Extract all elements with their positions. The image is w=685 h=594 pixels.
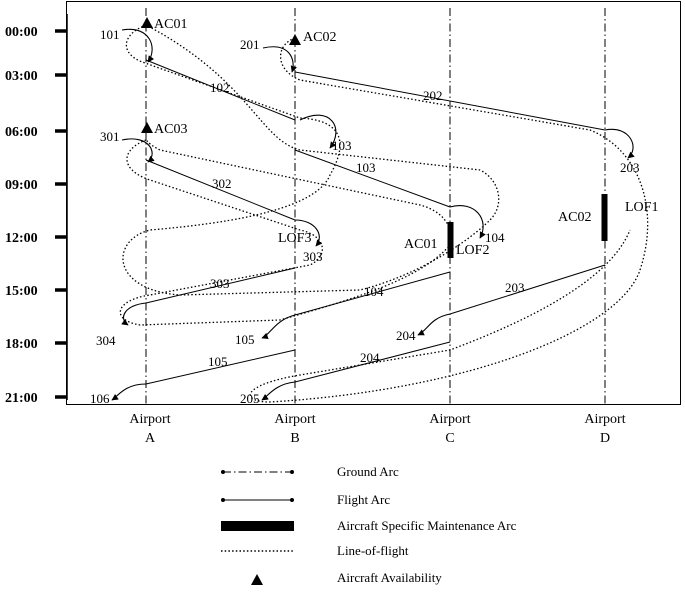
lof-label: LOF1 xyxy=(625,200,658,215)
connection-label: 204 xyxy=(396,328,416,343)
flight-label-105: 105 xyxy=(208,354,228,369)
connection-arrow-104 xyxy=(449,205,486,239)
aircraft-label: AC01 xyxy=(154,17,187,32)
aircraft-label: AC03 xyxy=(154,122,187,137)
legend-label: Line-of-flight xyxy=(337,543,409,558)
flight-arc-204 xyxy=(294,341,451,383)
flight-label-102: 102 xyxy=(210,80,230,95)
triangle-icon xyxy=(251,574,263,585)
lof-label: LOF3 xyxy=(278,231,311,246)
time-label: 12:00 xyxy=(5,231,38,246)
maintenance-arc-d xyxy=(601,194,608,241)
connection-label: 303 xyxy=(303,249,323,264)
connection-arrow-304 xyxy=(121,302,147,326)
availability-ac01: AC01 xyxy=(141,17,187,32)
legend-item-maintenance-arc: Aircraft Specific Maintenance Arc xyxy=(221,518,517,533)
flight-arc-203 xyxy=(449,264,606,315)
airport-label-word: Airport xyxy=(584,412,625,427)
availability-ac02: AC02 xyxy=(289,30,336,45)
connection-arrow-204 xyxy=(417,313,451,336)
time-label: 03:00 xyxy=(5,69,38,84)
time-label: 18:00 xyxy=(5,337,38,352)
airport-label-letter: B xyxy=(290,431,299,446)
lof-start-label: 301 xyxy=(100,129,120,144)
flight-arc-104 xyxy=(294,271,451,316)
connection-arrow-101 xyxy=(121,28,155,63)
flight-label-204: 204 xyxy=(360,350,380,365)
connection-arrow-103 xyxy=(299,114,337,149)
airport-label-letter: C xyxy=(445,431,454,446)
connection-arrow-105 xyxy=(261,314,296,339)
lof-start-label: 101 xyxy=(100,27,120,42)
maintenance-aircraft-label: AC01 xyxy=(404,237,437,252)
connection-label: 106 xyxy=(90,391,110,406)
time-label: 06:00 xyxy=(5,125,38,140)
line-of-flight-ac03 xyxy=(119,139,452,326)
connection-label: 104 xyxy=(485,230,505,245)
flight-arc-103 xyxy=(294,149,451,208)
time-tick: 12:00 xyxy=(5,231,67,246)
flight-label-104: 104 xyxy=(364,284,384,299)
maintenance-aircraft-label: AC02 xyxy=(558,210,591,225)
airport-label-word: Airport xyxy=(429,412,470,427)
flight-label-302: 302 xyxy=(212,176,232,191)
flight-label-103: 103 xyxy=(356,160,376,175)
airport-label-word: Airport xyxy=(129,412,170,427)
airport-label-letter: A xyxy=(145,431,156,446)
connection-arrow-201 xyxy=(262,46,298,73)
airport-label-letter: D xyxy=(600,431,610,446)
time-axis: 00:00 03:00 06:00 09:00 12:00 15:00 18:0… xyxy=(5,14,68,406)
time-tick: 06:00 xyxy=(5,125,67,140)
time-tick: 03:00 xyxy=(5,69,67,84)
legend-item-flight-arc: Flight Arc xyxy=(221,492,390,507)
legend-item-line-of-flight: Line-of-flight xyxy=(221,543,409,558)
legend: Ground Arc Flight Arc Aircraft Specific … xyxy=(221,464,517,585)
connection-label: 203 xyxy=(620,160,640,175)
flight-label-202: 202 xyxy=(423,88,443,103)
legend-label: Ground Arc xyxy=(337,464,399,479)
time-tick: 09:00 xyxy=(5,178,67,193)
time-tick: 00:00 xyxy=(5,25,67,40)
flight-label-303: 303 xyxy=(210,276,230,291)
connection-label: 105 xyxy=(235,332,255,347)
time-tick: 21:00 xyxy=(5,391,67,406)
connection-label: 304 xyxy=(96,333,116,348)
flight-label-203: 203 xyxy=(505,280,525,295)
flight-arc-303 xyxy=(145,267,296,304)
time-tick: 18:00 xyxy=(5,337,67,352)
time-tick: 15:00 xyxy=(5,284,67,299)
time-label: 15:00 xyxy=(5,284,38,299)
time-label: 00:00 xyxy=(5,25,38,40)
flight-arc-202 xyxy=(294,71,606,131)
connection-label: 205 xyxy=(240,391,260,406)
flight-arc-105 xyxy=(145,349,296,385)
connection-arrow-301 xyxy=(121,138,155,163)
availability-ac03: AC03 xyxy=(141,122,187,137)
connection-label: 103 xyxy=(332,138,352,153)
time-label: 21:00 xyxy=(5,391,38,406)
connection-arrow-106 xyxy=(111,383,147,401)
connection-arrow-203 xyxy=(604,128,635,159)
time-label: 09:00 xyxy=(5,178,38,193)
lof-label: LOF2 xyxy=(456,243,489,258)
aircraft-label: AC02 xyxy=(303,30,336,45)
connection-arrow-303 xyxy=(294,219,323,247)
legend-label: Aircraft Specific Maintenance Arc xyxy=(337,518,517,533)
legend-label: Aircraft Availability xyxy=(337,570,442,585)
flight-arc-302 xyxy=(145,159,296,221)
connection-arrow-205 xyxy=(261,381,296,401)
airport-label-word: Airport xyxy=(274,412,315,427)
legend-item-ground-arc: Ground Arc xyxy=(221,464,399,479)
lof-start-label: 201 xyxy=(240,37,260,52)
diagram-frame xyxy=(66,1,681,405)
legend-item-availability: Aircraft Availability xyxy=(251,570,442,585)
legend-label: Flight Arc xyxy=(337,492,390,507)
